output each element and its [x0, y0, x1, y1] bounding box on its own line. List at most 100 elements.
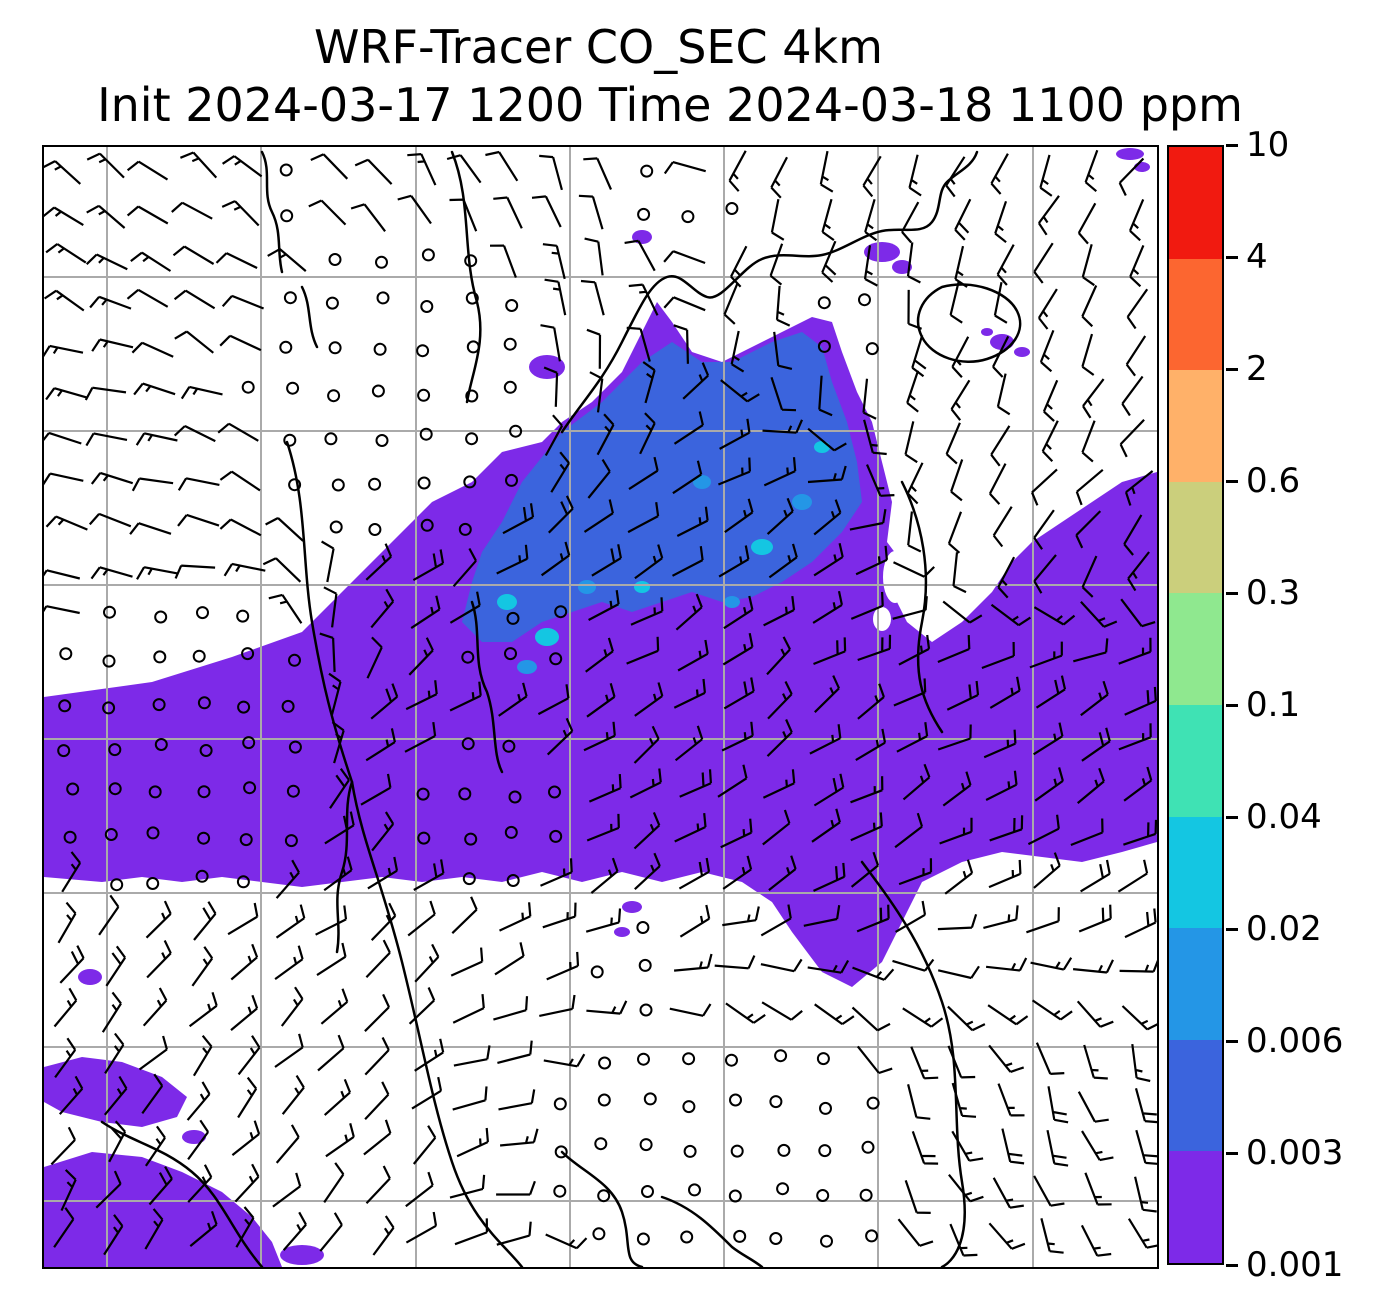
tracer-fill — [873, 607, 891, 631]
wind-barb — [994, 200, 1008, 244]
wind-barb — [898, 858, 933, 886]
calm-wind-circle — [236, 609, 250, 623]
wind-barb — [990, 153, 1009, 195]
wind-barb — [141, 1073, 164, 1115]
wind-barb — [61, 851, 82, 893]
colorbar-tick-label: 4 — [1246, 236, 1268, 277]
wind-barb — [405, 680, 438, 711]
calm-wind-circle — [375, 255, 388, 269]
wind-barb — [1075, 510, 1102, 549]
calm-wind-circle — [103, 605, 116, 619]
wind-barb — [1039, 329, 1055, 373]
tracer-fill — [535, 628, 559, 646]
calm-wind-circle — [728, 1189, 742, 1203]
wind-barb — [498, 682, 528, 717]
wind-barb — [267, 248, 307, 272]
wind-barb — [188, 991, 218, 1028]
wind-barb — [1037, 288, 1058, 330]
colorbar-tick: 0.006 — [1226, 1021, 1343, 1061]
wind-barb — [862, 155, 882, 198]
wind-barb — [630, 597, 664, 626]
wind-barb — [1118, 157, 1145, 196]
wind-barb — [906, 370, 920, 413]
wind-barb — [633, 725, 660, 764]
wind-barb — [364, 993, 390, 1032]
wind-barb — [584, 237, 604, 276]
wind-barb — [179, 151, 218, 179]
wind-barb — [945, 422, 961, 465]
wind-barb — [985, 770, 1018, 801]
wind-barb — [180, 385, 223, 400]
calm-wind-circle — [417, 388, 431, 402]
wind-barb — [496, 1221, 532, 1246]
wind-barb — [446, 154, 482, 184]
calm-wind-circle — [688, 1183, 701, 1197]
wind-barb — [126, 205, 169, 225]
wind-barb — [281, 1075, 305, 1115]
wind-barb — [1119, 959, 1157, 973]
calm-wind-circle — [281, 699, 295, 713]
wind-barb — [588, 774, 622, 803]
wind-barb — [675, 593, 703, 631]
wind-barb — [992, 1177, 1024, 1209]
wind-barb — [678, 857, 711, 890]
wind-barb — [494, 942, 525, 976]
wind-barb — [235, 1206, 255, 1248]
wind-barb — [144, 1208, 164, 1250]
wind-barb — [1124, 908, 1157, 939]
wind-barb — [901, 201, 920, 244]
wind-barb — [768, 543, 798, 579]
wind-barb — [864, 198, 878, 242]
wind-barb — [323, 856, 353, 892]
calm-wind-circle — [108, 782, 122, 796]
wind-barb — [493, 196, 523, 229]
wind-barb — [997, 556, 1016, 599]
wind-barb — [45, 515, 88, 531]
calm-wind-circle — [368, 477, 382, 491]
wind-barb — [1081, 333, 1095, 376]
wind-barb — [414, 1038, 445, 1072]
tracer-fill — [614, 927, 630, 937]
wind-barb — [540, 541, 571, 577]
wind-barb — [44, 569, 81, 580]
wind-barb — [452, 547, 477, 588]
wind-barb — [1033, 1175, 1065, 1207]
wind-barb — [45, 387, 88, 401]
wind-barb — [857, 634, 892, 662]
colorbar-segment — [1169, 147, 1222, 259]
calm-wind-circle — [505, 473, 518, 487]
colorbar-tick: 0.3 — [1226, 573, 1300, 613]
wind-barb — [1120, 598, 1156, 628]
wind-barb — [626, 636, 660, 665]
wind-barb — [813, 773, 845, 807]
wind-barb — [763, 457, 797, 487]
calm-wind-circle — [327, 389, 341, 403]
wind-barb — [1118, 637, 1152, 665]
calm-wind-circle — [373, 342, 387, 356]
wind-barb — [370, 902, 397, 941]
wind-barb — [1076, 1000, 1114, 1028]
coastline-path — [900, 480, 944, 734]
map-plot — [42, 145, 1159, 1269]
calm-wind-circle — [725, 202, 739, 215]
colorbar-tick-label: 0.001 — [1246, 1244, 1344, 1285]
wind-barb — [723, 595, 754, 630]
wind-barb — [893, 678, 927, 707]
calm-wind-circle — [503, 337, 517, 351]
wind-barb — [544, 414, 564, 457]
calm-wind-circle — [504, 825, 518, 839]
wind-barb — [1033, 509, 1055, 550]
calm-wind-circle — [153, 650, 167, 664]
wind-barb — [325, 1123, 355, 1158]
wind-barb — [217, 422, 259, 442]
wind-barb — [730, 245, 748, 288]
wind-barb — [898, 634, 931, 666]
calm-wind-circle — [283, 433, 297, 447]
wind-barb — [714, 955, 756, 970]
wind-barb — [942, 600, 983, 624]
coastline-layer — [100, 150, 1022, 1267]
wind-barb — [126, 288, 169, 308]
wind-barb — [990, 603, 1031, 627]
wind-barb — [856, 1045, 893, 1075]
calm-wind-circle — [638, 958, 652, 972]
